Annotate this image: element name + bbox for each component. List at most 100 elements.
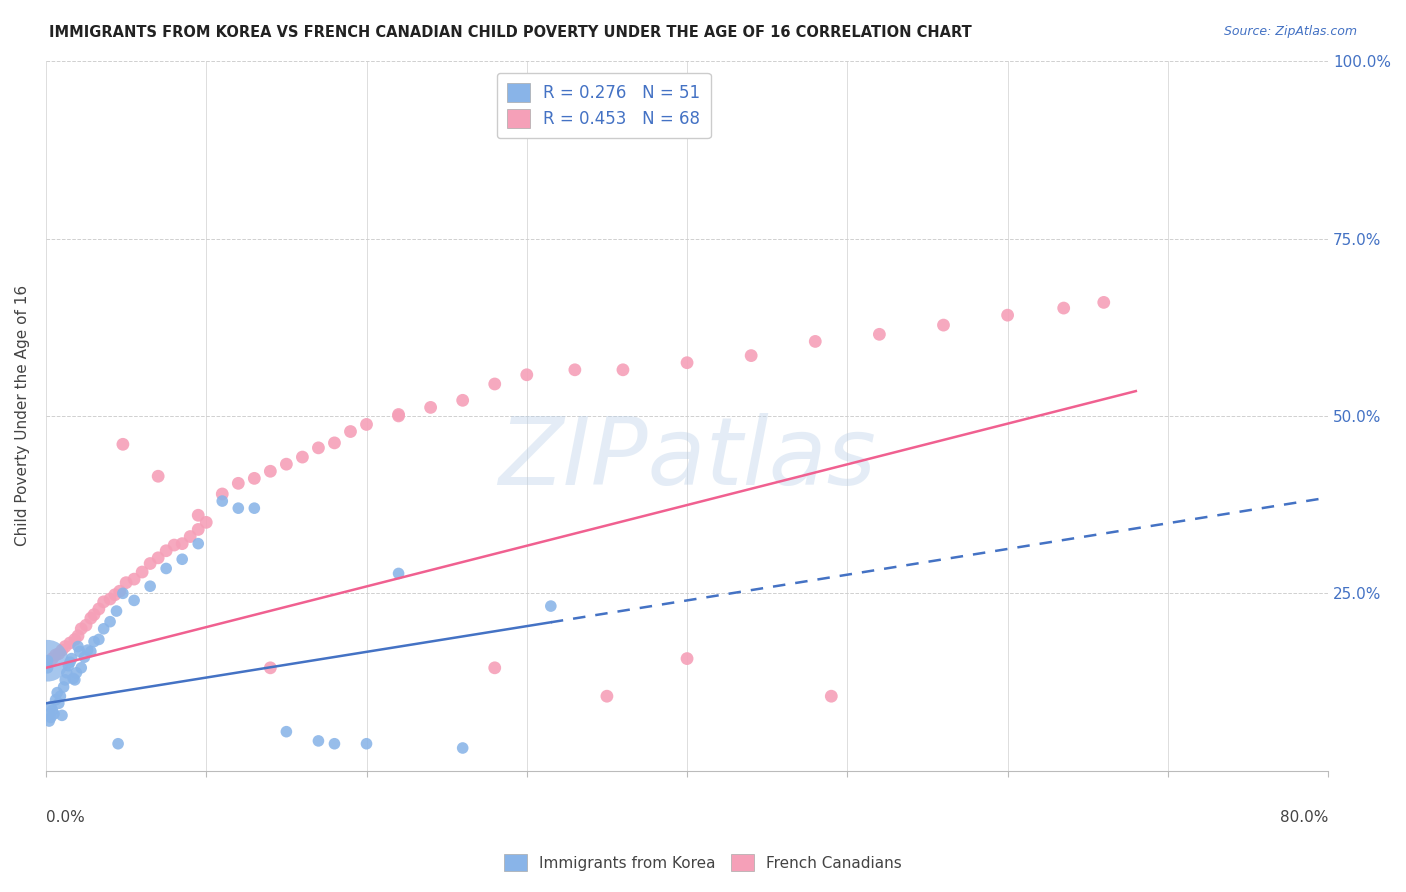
Point bbox=[39, 699, 62, 714]
Point bbox=[596, 689, 619, 703]
Point bbox=[42, 706, 65, 721]
Point bbox=[38, 706, 60, 721]
Point bbox=[339, 425, 361, 439]
Text: Source: ZipAtlas.com: Source: ZipAtlas.com bbox=[1223, 25, 1357, 38]
Point bbox=[226, 476, 249, 491]
Point bbox=[51, 643, 73, 657]
Point bbox=[451, 393, 474, 408]
Point bbox=[307, 734, 329, 748]
Point bbox=[76, 643, 98, 657]
Point bbox=[115, 575, 138, 590]
Point bbox=[139, 557, 162, 571]
Point bbox=[484, 376, 506, 391]
Point bbox=[49, 689, 72, 703]
Point bbox=[226, 501, 249, 516]
Point bbox=[70, 661, 93, 675]
Point bbox=[63, 673, 86, 687]
Point bbox=[48, 696, 70, 710]
Point bbox=[69, 644, 91, 658]
Point bbox=[155, 561, 177, 575]
Point bbox=[146, 469, 169, 483]
Point bbox=[66, 640, 89, 654]
Point bbox=[276, 724, 298, 739]
Point bbox=[45, 648, 67, 662]
Point bbox=[612, 363, 634, 377]
Point bbox=[83, 634, 105, 648]
Point bbox=[111, 437, 134, 451]
Point bbox=[387, 409, 409, 423]
Point bbox=[60, 651, 83, 665]
Point bbox=[997, 308, 1019, 322]
Point bbox=[146, 550, 169, 565]
Point bbox=[820, 689, 842, 703]
Point bbox=[38, 714, 60, 728]
Legend: Immigrants from Korea, French Canadians: Immigrants from Korea, French Canadians bbox=[498, 848, 908, 877]
Point bbox=[122, 593, 145, 607]
Point bbox=[243, 501, 266, 516]
Point bbox=[804, 334, 827, 349]
Point bbox=[387, 566, 409, 581]
Point bbox=[356, 417, 378, 432]
Point bbox=[75, 618, 97, 632]
Point bbox=[932, 318, 955, 332]
Point bbox=[307, 441, 329, 455]
Point bbox=[187, 508, 209, 523]
Point bbox=[48, 647, 70, 661]
Point bbox=[323, 436, 346, 450]
Y-axis label: Child Poverty Under the Age of 16: Child Poverty Under the Age of 16 bbox=[15, 285, 30, 547]
Point bbox=[131, 565, 153, 579]
Legend: R = 0.276   N = 51, R = 0.453   N = 68: R = 0.276 N = 51, R = 0.453 N = 68 bbox=[496, 73, 710, 138]
Point bbox=[155, 543, 177, 558]
Point bbox=[93, 595, 115, 609]
Point bbox=[39, 710, 62, 724]
Point bbox=[172, 552, 194, 566]
Point bbox=[41, 651, 63, 665]
Point bbox=[41, 703, 63, 717]
Text: 0.0%: 0.0% bbox=[46, 810, 84, 825]
Point bbox=[37, 654, 59, 668]
Point bbox=[451, 741, 474, 756]
Point bbox=[37, 654, 59, 668]
Point bbox=[62, 672, 84, 686]
Point bbox=[163, 538, 186, 552]
Point bbox=[323, 737, 346, 751]
Point bbox=[80, 611, 103, 625]
Point bbox=[87, 602, 110, 616]
Point bbox=[419, 401, 441, 415]
Text: IMMIGRANTS FROM KOREA VS FRENCH CANADIAN CHILD POVERTY UNDER THE AGE OF 16 CORRE: IMMIGRANTS FROM KOREA VS FRENCH CANADIAN… bbox=[49, 25, 972, 40]
Point bbox=[65, 665, 87, 680]
Point bbox=[187, 536, 209, 550]
Point bbox=[70, 622, 93, 636]
Point bbox=[1053, 301, 1076, 315]
Point bbox=[53, 673, 76, 687]
Point bbox=[740, 349, 762, 363]
Point bbox=[1092, 295, 1115, 310]
Point bbox=[98, 592, 121, 607]
Point bbox=[93, 622, 115, 636]
Point bbox=[259, 464, 281, 478]
Point bbox=[195, 516, 218, 530]
Point bbox=[107, 737, 129, 751]
Point bbox=[122, 572, 145, 586]
Point bbox=[80, 644, 103, 658]
Point bbox=[516, 368, 538, 382]
Point bbox=[51, 708, 73, 723]
Text: 80.0%: 80.0% bbox=[1279, 810, 1329, 825]
Point bbox=[111, 586, 134, 600]
Point bbox=[37, 661, 59, 675]
Point bbox=[259, 661, 281, 675]
Point bbox=[291, 450, 314, 464]
Point bbox=[564, 363, 586, 377]
Point bbox=[105, 604, 128, 618]
Point bbox=[540, 599, 562, 613]
Point bbox=[73, 650, 96, 665]
Point bbox=[83, 607, 105, 622]
Point bbox=[276, 457, 298, 471]
Point bbox=[45, 692, 67, 706]
Point bbox=[139, 579, 162, 593]
Point bbox=[58, 658, 80, 673]
Point bbox=[484, 661, 506, 675]
Point bbox=[98, 615, 121, 629]
Point bbox=[676, 651, 699, 665]
Text: ZIPatlas: ZIPatlas bbox=[498, 413, 876, 504]
